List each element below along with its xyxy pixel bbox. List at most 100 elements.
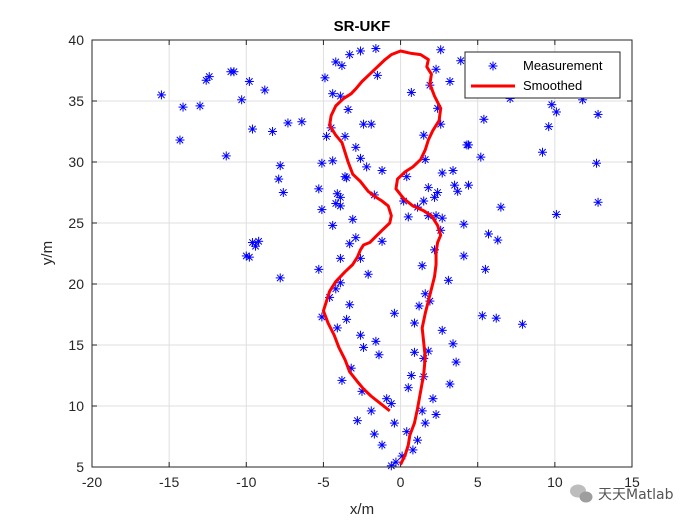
- measurement-point: [178, 102, 188, 112]
- measurement-point: [335, 91, 345, 101]
- measurement-point: [445, 76, 455, 86]
- measurement-point: [371, 336, 381, 346]
- measurement-point: [359, 342, 369, 352]
- measurement-point: [351, 142, 361, 152]
- measurement-point: [391, 457, 401, 467]
- measurement-point: [229, 67, 239, 77]
- legend-measurement-marker: [488, 61, 498, 71]
- measurement-point: [283, 118, 293, 128]
- measurement-point: [406, 371, 416, 380]
- measurement-point: [345, 50, 355, 60]
- measurement-point: [386, 461, 396, 471]
- measurement-point: [491, 313, 501, 323]
- measurement-point: [437, 325, 447, 335]
- measurement-point: [251, 241, 261, 251]
- measurement-point: [433, 188, 443, 197]
- measurement-point: [377, 166, 387, 176]
- measurement-point: [221, 151, 231, 161]
- measurement-point: [244, 76, 254, 86]
- x-axis-ticks: -20 -15 -10 -5 0 5 10 15: [82, 40, 640, 490]
- measurement-point: [332, 323, 342, 333]
- measurement-point: [437, 168, 447, 178]
- x-tick-label: -15: [159, 474, 179, 490]
- measurement-point: [274, 174, 284, 184]
- measurement-series: [156, 44, 603, 471]
- measurement-point: [417, 261, 427, 271]
- measurement-point: [389, 418, 399, 428]
- x-tick-label: 5: [474, 474, 482, 490]
- measurement-point: [335, 253, 345, 263]
- measurement-point: [593, 197, 603, 207]
- measurement-point: [431, 410, 441, 420]
- measurement-point: [420, 418, 430, 428]
- smoothed-line: [321, 49, 443, 466]
- measurement-point: [348, 214, 358, 224]
- measurement-point: [480, 264, 490, 274]
- measurement-point: [260, 85, 270, 95]
- measurement-point: [423, 183, 433, 193]
- y-axis-ticks: 5 10 15 20 25 30 35 40: [68, 32, 632, 475]
- measurement-point: [431, 64, 441, 74]
- measurement-point: [547, 100, 557, 110]
- measurement-point: [496, 202, 506, 212]
- watermark-text: 天天Matlab: [598, 487, 674, 503]
- measurement-point: [322, 131, 332, 141]
- measurement-point: [493, 235, 503, 245]
- measurement-point: [419, 130, 429, 140]
- legend-measurement-label: Measurement: [523, 58, 603, 73]
- measurement-point: [372, 70, 382, 80]
- legend-smoothed-label: Smoothed: [523, 78, 582, 93]
- y-tick-label: 25: [68, 215, 84, 231]
- measurement-point: [297, 117, 307, 127]
- measurement-point: [340, 131, 350, 141]
- y-tick-label: 15: [68, 337, 84, 353]
- measurement-point: [462, 140, 472, 150]
- measurement-point: [244, 252, 254, 262]
- x-tick-label: -5: [317, 474, 330, 490]
- measurement-point: [377, 440, 387, 450]
- measurement-point: [337, 375, 347, 385]
- measurement-point: [476, 152, 486, 162]
- measurement-point: [362, 162, 372, 172]
- measurement-point: [328, 89, 338, 99]
- measurement-point: [437, 213, 447, 223]
- measurement-point: [420, 289, 430, 299]
- measurement-point: [335, 201, 345, 211]
- measurement-point: [517, 319, 527, 329]
- measurement-point: [448, 339, 458, 349]
- measurement-point: [345, 239, 355, 249]
- measurement-point: [366, 406, 376, 416]
- y-tick-label: 10: [68, 398, 84, 414]
- measurement-point: [314, 264, 324, 274]
- measurement-point: [544, 122, 554, 132]
- measurement-point: [484, 229, 494, 239]
- measurement-point: [328, 156, 338, 166]
- x-axis-label: x/m: [350, 501, 374, 518]
- measurement-point: [413, 435, 423, 445]
- measurement-point: [317, 158, 327, 168]
- measurement-point: [331, 57, 341, 67]
- measurement-point: [409, 318, 419, 328]
- measurement-point: [551, 209, 561, 219]
- measurement-point: [343, 105, 353, 115]
- measurement-point: [389, 308, 399, 318]
- measurement-point: [408, 445, 418, 455]
- x-tick-label: 0: [397, 474, 405, 490]
- measurement-point: [369, 429, 379, 439]
- measurement-point: [355, 46, 365, 56]
- measurement-point: [195, 101, 205, 111]
- measurement-point: [538, 147, 548, 157]
- measurement-point: [247, 124, 257, 134]
- measurement-point: [414, 301, 424, 311]
- measurement-point: [593, 109, 603, 119]
- measurement-point: [417, 406, 427, 416]
- measurement-point: [551, 107, 561, 117]
- measurement-point: [275, 273, 285, 283]
- measurement-point: [355, 153, 365, 163]
- measurement-point: [463, 180, 473, 190]
- x-tick-label: 10: [547, 474, 563, 490]
- measurement-point: [156, 90, 166, 100]
- measurement-point: [403, 383, 413, 393]
- measurement-point: [345, 300, 355, 310]
